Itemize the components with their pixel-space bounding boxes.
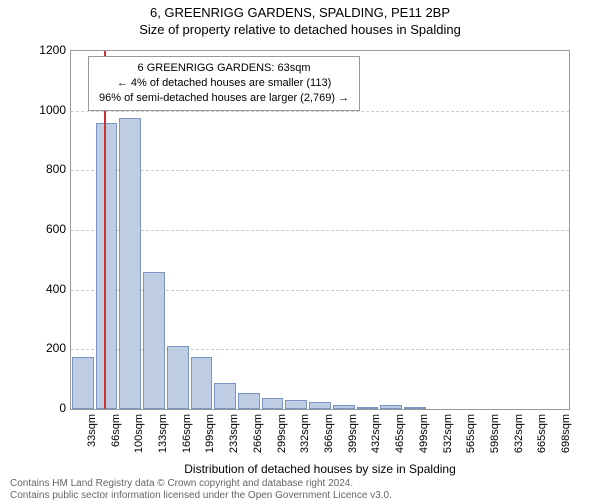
annotation-box: 6 GREENRIGG GARDENS: 63sqm ← 4% of detac… (88, 56, 360, 111)
chart-container: 6, GREENRIGG GARDENS, SPALDING, PE11 2BP… (0, 6, 600, 500)
y-tick-label: 400 (26, 282, 66, 296)
footer-line-1: Contains HM Land Registry data © Crown c… (10, 478, 392, 490)
histogram-bar (191, 357, 213, 409)
y-tick-label: 1200 (26, 43, 66, 57)
x-axis-title: Distribution of detached houses by size … (70, 462, 570, 476)
footer-line-2: Contains public sector information licen… (10, 490, 392, 500)
y-tick-label: 0 (26, 401, 66, 415)
histogram-bar (309, 402, 331, 409)
gridline (71, 111, 569, 112)
histogram-bar (143, 272, 165, 409)
chart-subtitle: Size of property relative to detached ho… (0, 22, 600, 37)
gridline (71, 230, 569, 231)
histogram-bar (404, 407, 426, 409)
y-tick-label: 600 (26, 222, 66, 236)
annotation-line-1: 6 GREENRIGG GARDENS: 63sqm (99, 61, 349, 76)
y-tick-label: 200 (26, 341, 66, 355)
histogram-bar (333, 405, 355, 409)
histogram-bar (357, 407, 379, 409)
histogram-bar (214, 383, 236, 409)
chart-title: 6, GREENRIGG GARDENS, SPALDING, PE11 2BP (0, 6, 600, 20)
histogram-bar (262, 398, 284, 409)
annotation-line-2: ← 4% of detached houses are smaller (113… (99, 76, 349, 91)
histogram-bar (285, 400, 307, 409)
y-tick-label: 800 (26, 162, 66, 176)
histogram-bar (380, 405, 402, 409)
annotation-line-3: 96% of semi-detached houses are larger (… (99, 91, 349, 106)
y-tick-label: 1000 (26, 103, 66, 117)
histogram-bar (96, 123, 118, 409)
footer-attribution: Contains HM Land Registry data © Crown c… (10, 478, 392, 500)
histogram-bar (167, 346, 189, 409)
histogram-bar (119, 118, 141, 409)
histogram-bar (72, 357, 94, 409)
histogram-bar (238, 393, 260, 409)
gridline (71, 170, 569, 171)
